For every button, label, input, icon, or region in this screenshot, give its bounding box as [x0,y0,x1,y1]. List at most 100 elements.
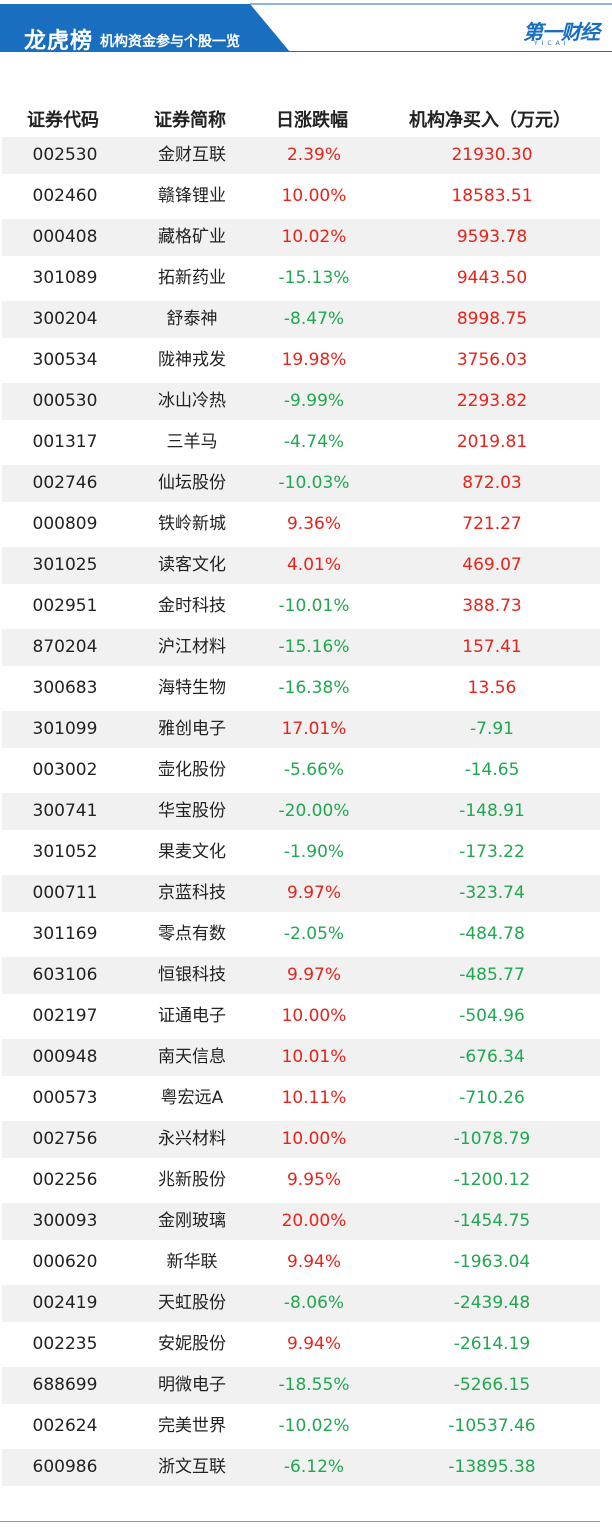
cell-code: 000809 [32,514,98,534]
cell-name: 三羊马 [166,432,218,452]
cell-code: 002624 [32,1416,98,1436]
table-row: 002235 安妮股份 9.94% -2614.19 [2,1326,600,1363]
cell-name: 果麦文化 [158,842,226,862]
cell-name: 藏格矿业 [158,227,226,247]
cell-name: 金刚玻璃 [158,1211,226,1231]
yicai-logo: 第一财经 YICAI [520,14,600,47]
cell-name: 零点有数 [158,924,226,944]
cell-code: 002235 [32,1334,98,1354]
cell-net-buy: 2019.81 [456,432,528,452]
cell-name: 天虹股份 [158,1293,226,1313]
cell-change: 9.95% [286,1170,341,1190]
cell-change: -15.16% [278,637,350,657]
cell-name: 赣锋锂业 [158,186,226,206]
cell-change: -8.06% [283,1293,345,1313]
cell-net-buy: -7.91 [470,719,514,739]
table-row: 002756 永兴材料 10.00% -1078.79 [2,1121,600,1158]
bottom-divider [0,1521,600,1522]
table-row: 002460 赣锋锂业 10.00% 18583.51 [2,178,600,215]
cell-net-buy: -676.34 [459,1047,525,1067]
cell-code: 000530 [32,391,98,411]
cell-change: 9.94% [286,1252,341,1272]
cell-name: 证通电子 [158,1006,226,1026]
page-subtitle: 机构资金参与个股一览 [100,34,240,50]
cell-change: -15.13% [278,268,350,288]
cell-name: 沪江材料 [158,637,226,657]
cell-name: 浙文互联 [158,1457,226,1477]
table-row: 300204 舒泰神 -8.47% 8998.75 [2,301,600,338]
cell-change: 10.00% [281,1006,347,1026]
cell-code: 000408 [32,227,98,247]
cell-net-buy: 21930.30 [451,145,533,165]
cell-net-buy: -504.96 [459,1006,525,1026]
table-row: 301099 雅创电子 17.01% -7.91 [2,711,600,748]
cell-change: 4.01% [286,555,341,575]
cell-name: 南天信息 [158,1047,226,1067]
cell-net-buy: 13.56 [467,678,517,698]
cell-code: 000620 [32,1252,98,1272]
cell-net-buy: -173.22 [459,842,525,862]
cell-code: 300204 [32,309,98,329]
header-background [0,3,612,52]
cell-name: 冰山冷热 [158,391,226,411]
cell-name: 华宝股份 [158,801,226,821]
cell-code: 300534 [32,350,98,370]
page-title: 龙虎榜 [24,29,94,54]
cell-name: 陇神戎发 [158,350,226,370]
logo-text: 第一财经 [523,20,600,44]
cell-net-buy: -1454.75 [453,1211,531,1231]
cell-change: -20.00% [278,801,350,821]
cell-change: -8.47% [283,309,345,329]
header-net-buy: 机构净买入（万元） [409,110,571,131]
cell-code: 301025 [32,555,98,575]
cell-net-buy: -10537.46 [448,1416,536,1436]
cell-net-buy: -148.91 [459,801,525,821]
cell-name: 读客文化 [158,555,226,575]
cell-net-buy: 388.73 [462,596,522,616]
institution-table: 002530 金财互联 2.39% 21930.30 002460 赣锋锂业 10.00% 1… [2,137,600,1490]
cell-name: 完美世界 [158,1416,226,1436]
cell-change: 10.00% [281,186,347,206]
cell-net-buy: 18583.51 [451,186,533,206]
cell-code: 000948 [32,1047,98,1067]
header-change: 日涨跌幅 [276,110,348,131]
table-row: 300741 华宝股份 -20.00% -148.91 [2,793,600,830]
cell-change: -18.55% [278,1375,350,1395]
table-row: 000408 藏格矿业 10.02% 9593.78 [2,219,600,256]
table-row: 301089 拓新药业 -15.13% 9443.50 [2,260,600,297]
cell-net-buy: 157.41 [462,637,522,657]
cell-name: 拓新药业 [158,268,226,288]
cell-net-buy: -1963.04 [453,1252,531,1272]
cell-net-buy: 9443.50 [456,268,528,288]
cell-net-buy: 872.03 [462,473,522,493]
header-name: 证券简称 [154,110,226,131]
cell-name: 壶化股份 [158,760,226,780]
table-row: 003002 壶化股份 -5.66% -14.65 [2,752,600,789]
table-row: 301025 读客文化 4.01% 469.07 [2,547,600,584]
cell-code: 301052 [32,842,98,862]
header-banner: 龙虎榜 机构资金参与个股一览 第一财经 YICAI [0,0,612,54]
cell-change: -2.05% [283,924,345,944]
table-row: 002197 证通电子 10.00% -504.96 [2,998,600,1035]
table-row: 300093 金刚玻璃 20.00% -1454.75 [2,1203,600,1240]
cell-change: -10.03% [278,473,350,493]
cell-code: 002530 [32,145,98,165]
table-row: 000530 冰山冷热 -9.99% 2293.82 [2,383,600,420]
table-row: 301169 零点有数 -2.05% -484.78 [2,916,600,953]
cell-change: 9.97% [286,965,341,985]
cell-name: 仙坛股份 [158,473,226,493]
cell-code: 300093 [32,1211,98,1231]
cell-net-buy: 8998.75 [456,309,528,329]
cell-name: 京蓝科技 [158,883,226,903]
cell-change: 10.00% [281,1129,347,1149]
cell-net-buy: 469.07 [462,555,522,575]
table-row: 870204 沪江材料 -15.16% 157.41 [2,629,600,666]
table-row: 002419 天虹股份 -8.06% -2439.48 [2,1285,600,1322]
cell-code: 603106 [32,965,98,985]
table-row: 000711 京蓝科技 9.97% -323.74 [2,875,600,912]
cell-code: 002756 [32,1129,98,1149]
cell-name: 雅创电子 [158,719,226,739]
cell-code: 001317 [32,432,98,452]
cell-change: 10.01% [281,1047,347,1067]
cell-name: 粤宏远A [160,1088,224,1108]
